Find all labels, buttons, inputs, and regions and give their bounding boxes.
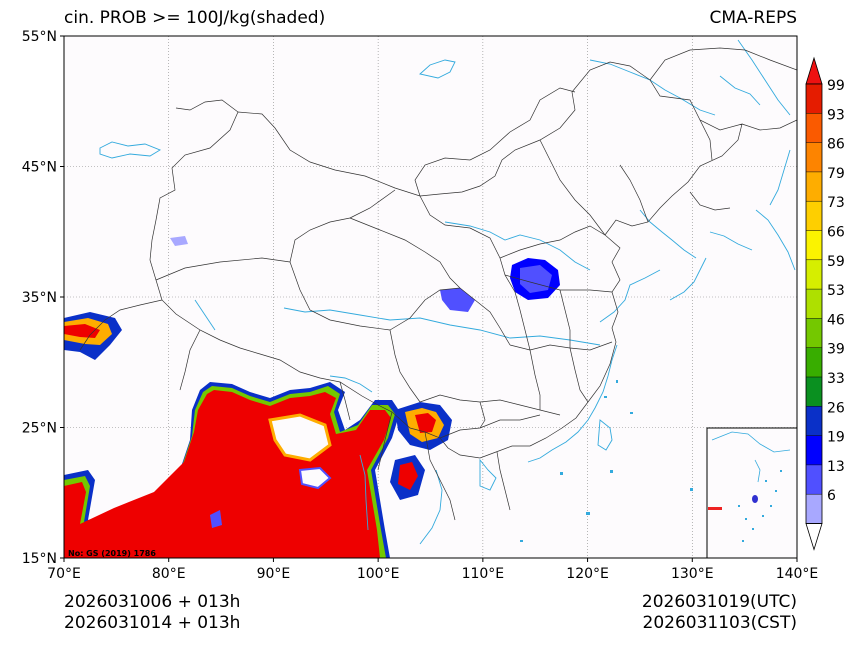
colorbar-label: 46: [827, 312, 845, 328]
map-credit: No: GS (2019) 1786: [68, 549, 156, 558]
colorbar-segment: [806, 230, 822, 260]
lon-tick-label: 70°E: [47, 566, 81, 582]
colorbar-label: 26: [827, 400, 845, 416]
lon-tick-label: 110°E: [462, 566, 505, 582]
colorbar-segment: [806, 201, 822, 231]
footer-init-utc: 2026031006 + 013h: [64, 592, 241, 612]
lon-tick-label: 100°E: [357, 566, 400, 582]
colorbar-segment: [806, 464, 822, 495]
colorbar-label: 93: [827, 107, 845, 123]
colorbar-segment: [806, 259, 822, 290]
colorbar-segment: [806, 377, 822, 407]
colorbar-segment: [806, 347, 822, 377]
colorbar-label: 13: [827, 459, 845, 475]
colorbar-label: 6: [827, 488, 836, 504]
shade-ocean-1: [210, 510, 222, 528]
footer-valid-cst: 2026031103(CST): [642, 613, 797, 633]
lon-tick-label: 130°E: [671, 566, 714, 582]
colorbar-over-arrow: [805, 56, 823, 85]
map-title: cin. PROB >= 100J/kg(shaded): [64, 8, 326, 28]
lon-tick-label: 120°E: [566, 566, 609, 582]
colorbar-label: 66: [827, 225, 845, 241]
model-name: CMA-REPS: [709, 8, 797, 28]
lat-tick-label: 45°N: [22, 160, 57, 176]
shade-sw-china-c: [415, 413, 436, 433]
shade-west-1c: [64, 324, 100, 338]
lat-tick-label: 25°N: [22, 421, 57, 437]
colorbar-label: 73: [827, 195, 845, 211]
colorbar-under-arrow: [805, 523, 823, 551]
colorbar-label: 19: [827, 430, 845, 446]
lat-tick-label: 35°N: [22, 290, 57, 306]
colorbar: 99 93 86 79 73 66 59 53 46 39 33 26 19 13 6: [805, 56, 845, 551]
lat-tick-label: 55°N: [22, 29, 57, 45]
lon-tick-label: 80°E: [152, 566, 186, 582]
lon-tick-label: 140°E: [776, 566, 819, 582]
colorbar-segment: [806, 289, 822, 319]
shade-hole-1: [270, 415, 330, 460]
lon-axis: 70°E 80°E 90°E 100°E 110°E 120°E 130°E 140°E: [47, 558, 818, 582]
colorbar-label: 59: [827, 254, 845, 270]
colorbar-label: 86: [827, 137, 845, 153]
inset-red-patch: [708, 507, 722, 510]
colorbar-segment: [806, 406, 822, 436]
colorbar-segment: [806, 494, 822, 524]
lat-axis: 55°N 45°N 35°N 25°N 15°N: [22, 29, 64, 567]
colorbar-segment: [806, 435, 822, 465]
footer-valid: 2026031019(UTC) 2026031103(CST): [642, 592, 797, 634]
shade-hole-2-edge: [298, 466, 332, 490]
footer-init-cst: 2026031014 + 013h: [64, 613, 241, 633]
colorbar-segment: [806, 171, 822, 202]
coastal-specks: [520, 380, 693, 542]
shade-tibet: [170, 236, 188, 246]
colorbar-label: 99: [827, 78, 845, 94]
rivers-coastline: [99, 39, 796, 545]
footer-init: 2026031006 + 013h 2026031014 + 013h: [64, 592, 240, 634]
lat-tick-label: 15°N: [22, 551, 57, 567]
colorbar-segment: [806, 142, 822, 172]
political-borders: [79, 47, 797, 521]
shade-shaanxi: [440, 288, 475, 312]
colorbar-segment: [806, 84, 822, 114]
colorbar-label: 79: [827, 166, 845, 182]
inset-map: [706, 427, 798, 559]
colorbar-label: 39: [827, 342, 845, 358]
lon-tick-label: 90°E: [257, 566, 291, 582]
colorbar-segment: [806, 318, 822, 348]
colorbar-segment: [806, 113, 822, 143]
footer-valid-utc: 2026031019(UTC): [641, 592, 797, 612]
colorbar-label: 33: [827, 371, 845, 387]
shade-hole-1-edge: [268, 413, 332, 462]
colorbar-label: 53: [827, 283, 845, 299]
shade-laos-b: [398, 462, 418, 490]
inset-blue-patch: [752, 495, 758, 503]
